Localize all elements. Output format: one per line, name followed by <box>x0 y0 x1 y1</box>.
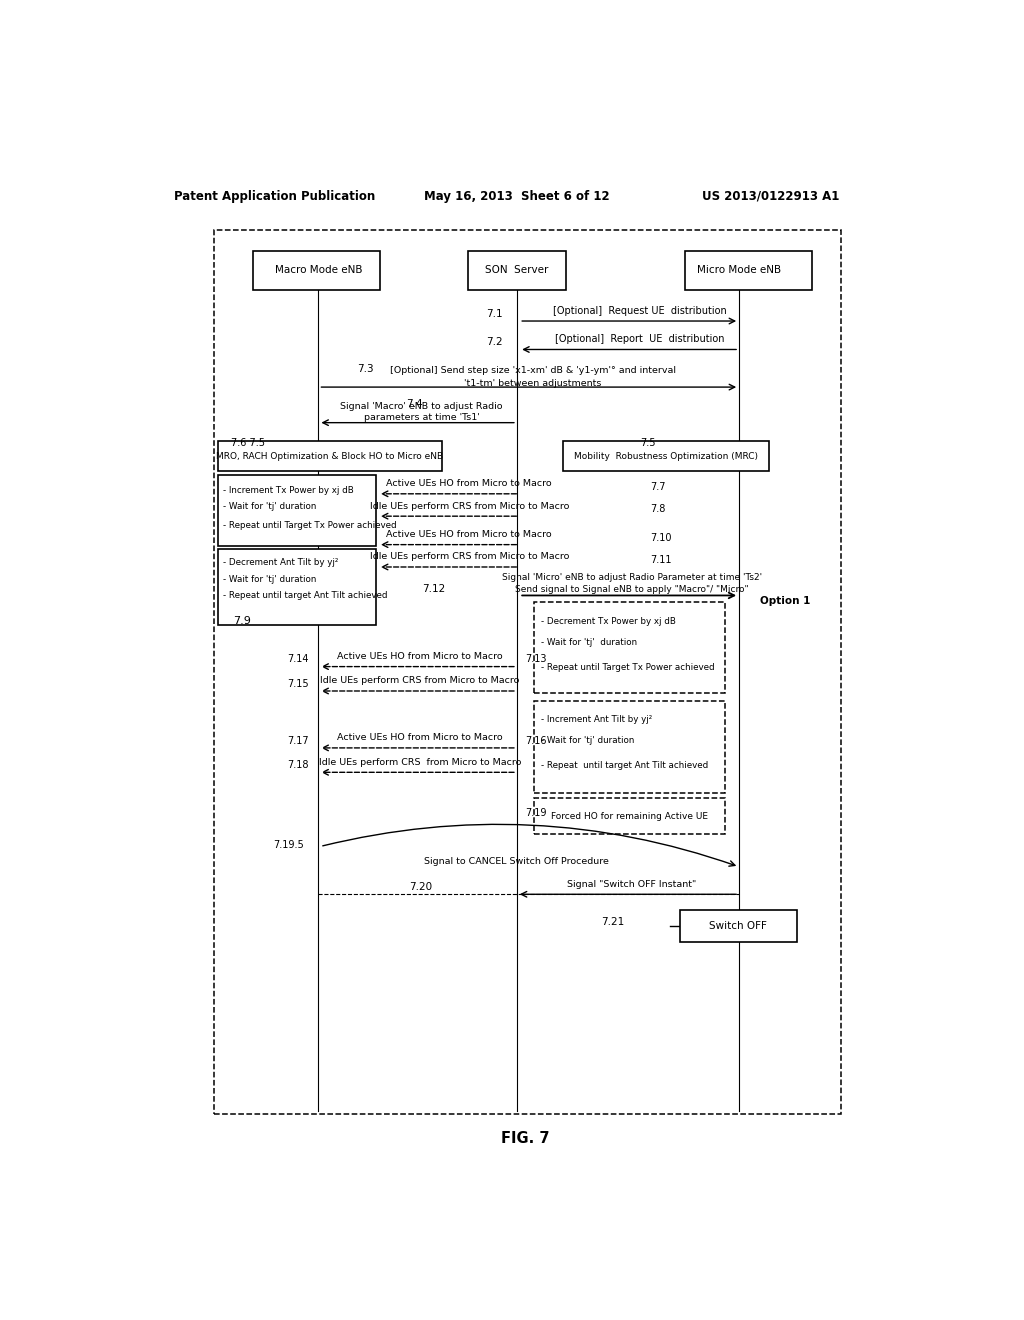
Text: Signal 'Macro' eNB to adjust Radio: Signal 'Macro' eNB to adjust Radio <box>340 401 503 411</box>
Text: - Wait for 'tj' duration: - Wait for 'tj' duration <box>223 574 316 583</box>
Bar <box>218 549 377 624</box>
Text: Active UEs HO from Micro to Macro: Active UEs HO from Micro to Macro <box>337 652 503 661</box>
Text: 7.20: 7.20 <box>409 882 432 892</box>
Text: Forced HO for remaining Active UE: Forced HO for remaining Active UE <box>551 812 708 821</box>
Text: 7.12: 7.12 <box>422 585 445 594</box>
Text: - Decrement Tx Power by xj dB: - Decrement Tx Power by xj dB <box>541 618 676 626</box>
Text: Send signal to Signal eNB to apply "Macro"/ "Micro": Send signal to Signal eNB to apply "Macr… <box>515 585 749 594</box>
Text: 7.19.5: 7.19.5 <box>273 841 304 850</box>
Text: - Wait for 'tj' duration: - Wait for 'tj' duration <box>223 502 316 511</box>
Text: Idle UEs perform CRS from Micro to Macro: Idle UEs perform CRS from Micro to Macro <box>321 676 520 685</box>
Text: 7.18: 7.18 <box>288 760 309 770</box>
Text: 7.2: 7.2 <box>486 338 503 347</box>
Bar <box>218 441 442 471</box>
Text: FIG. 7: FIG. 7 <box>501 1131 549 1146</box>
Text: [Optional] Send step size 'x1-xm' dB & 'y1-ym'° and interval: [Optional] Send step size 'x1-xm' dB & '… <box>390 367 676 375</box>
Text: - Repeat until target Ant Tilt achieved: - Repeat until target Ant Tilt achieved <box>223 591 388 601</box>
Text: 7.4: 7.4 <box>407 400 423 409</box>
Text: [Optional]  Request UE  distribution: [Optional] Request UE distribution <box>553 306 727 315</box>
Text: 7.5: 7.5 <box>640 438 655 447</box>
Bar <box>685 251 812 289</box>
Bar <box>535 701 725 792</box>
Text: 7.16: 7.16 <box>525 735 547 746</box>
Text: Active UEs HO from Micro to Macro: Active UEs HO from Micro to Macro <box>386 529 552 539</box>
Text: 7.11: 7.11 <box>650 554 672 565</box>
Text: 7.10: 7.10 <box>650 532 672 543</box>
Text: parameters at time 'Ts1': parameters at time 'Ts1' <box>364 413 479 422</box>
Text: Mobility  Robustness Optimization (MRC): Mobility Robustness Optimization (MRC) <box>574 451 758 461</box>
Text: 7.8: 7.8 <box>650 504 666 513</box>
Text: 7.3: 7.3 <box>357 364 374 374</box>
Text: 7.1: 7.1 <box>486 309 503 319</box>
Text: May 16, 2013  Sheet 6 of 12: May 16, 2013 Sheet 6 of 12 <box>424 190 609 202</box>
Text: 7.14: 7.14 <box>288 655 309 664</box>
Text: 7.15: 7.15 <box>288 678 309 689</box>
Text: Signal to CANCEL Switch Off Procedure: Signal to CANCEL Switch Off Procedure <box>424 857 609 866</box>
Text: 7.6 7.5: 7.6 7.5 <box>231 438 265 447</box>
Text: - Increment Tx Power by xj dB: - Increment Tx Power by xj dB <box>223 486 354 495</box>
Text: Idle UEs perform CRS from Micro to Macro: Idle UEs perform CRS from Micro to Macro <box>370 502 569 511</box>
Text: Patent Application Publication: Patent Application Publication <box>174 190 376 202</box>
Text: Idle UEs perform CRS from Micro to Macro: Idle UEs perform CRS from Micro to Macro <box>370 552 569 561</box>
Text: Active UEs HO from Micro to Macro: Active UEs HO from Micro to Macro <box>337 733 503 742</box>
Text: Switch OFF: Switch OFF <box>710 921 767 931</box>
Text: - Repeat until Target Tx Power achieved: - Repeat until Target Tx Power achieved <box>223 521 397 531</box>
Text: Signal 'Micro' eNB to adjust Radio Parameter at time 'Ts2': Signal 'Micro' eNB to adjust Radio Param… <box>502 573 762 582</box>
Bar <box>680 909 797 942</box>
Text: - Repeat  until target Ant Tilt achieved: - Repeat until target Ant Tilt achieved <box>541 760 708 770</box>
Bar <box>535 797 725 834</box>
Text: Micro Mode eNB: Micro Mode eNB <box>697 265 781 275</box>
Text: Option 1: Option 1 <box>760 595 811 606</box>
Text: - Decrement Ant Tilt by yj²: - Decrement Ant Tilt by yj² <box>223 558 339 566</box>
Bar <box>535 602 725 693</box>
Text: Macro Mode eNB: Macro Mode eNB <box>274 265 362 275</box>
Text: 7.13: 7.13 <box>525 655 547 664</box>
Text: - Wait for 'tj'  duration: - Wait for 'tj' duration <box>541 638 637 647</box>
Text: MRO, RACH Optimization & Block HO to Micro eNB: MRO, RACH Optimization & Block HO to Mic… <box>216 451 443 461</box>
Bar <box>253 251 380 289</box>
Text: 7.21: 7.21 <box>601 916 624 927</box>
Text: 't1-tm' between adjustments: 't1-tm' between adjustments <box>464 379 601 388</box>
Text: [Optional]  Report  UE  distribution: [Optional] Report UE distribution <box>555 334 725 345</box>
Text: Signal "Switch OFF Instant": Signal "Switch OFF Instant" <box>567 879 696 888</box>
Bar <box>218 474 377 545</box>
Text: - Repeat until Target Tx Power achieved: - Repeat until Target Tx Power achieved <box>541 663 715 672</box>
Text: 7.7: 7.7 <box>650 482 666 491</box>
Bar <box>214 230 841 1114</box>
Bar <box>563 441 769 471</box>
Text: Active UEs HO from Micro to Macro: Active UEs HO from Micro to Macro <box>386 479 552 488</box>
Text: 7.9: 7.9 <box>232 616 251 626</box>
Bar <box>468 251 566 289</box>
Text: Idle UEs perform CRS  from Micro to Macro: Idle UEs perform CRS from Micro to Macro <box>318 758 521 767</box>
Text: 7.19: 7.19 <box>525 808 547 818</box>
Text: US 2013/0122913 A1: US 2013/0122913 A1 <box>702 190 840 202</box>
Text: - Increment Ant Tilt by yj²: - Increment Ant Tilt by yj² <box>541 715 652 723</box>
Text: - Wait for 'tj' duration: - Wait for 'tj' duration <box>541 737 634 744</box>
Text: 7.17: 7.17 <box>288 735 309 746</box>
Text: SON  Server: SON Server <box>485 265 549 275</box>
